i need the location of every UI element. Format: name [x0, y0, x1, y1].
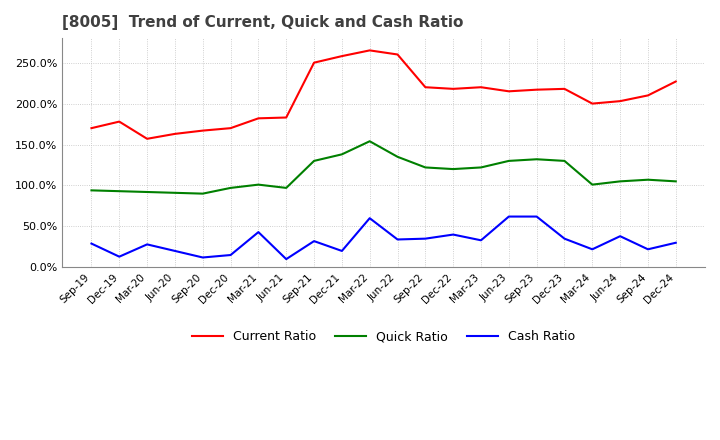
Quick Ratio — [254, 182, 263, 187]
Quick Ratio — [616, 179, 624, 184]
Current Ratio — [254, 116, 263, 121]
Quick Ratio — [672, 179, 680, 184]
Cash Ratio — [393, 237, 402, 242]
Cash Ratio — [365, 216, 374, 221]
Current Ratio — [393, 52, 402, 57]
Quick Ratio — [365, 139, 374, 144]
Current Ratio — [505, 89, 513, 94]
Cash Ratio — [254, 230, 263, 235]
Quick Ratio — [449, 166, 457, 172]
Cash Ratio — [449, 232, 457, 237]
Quick Ratio — [532, 157, 541, 162]
Current Ratio — [560, 86, 569, 92]
Cash Ratio — [171, 248, 179, 253]
Cash Ratio — [616, 234, 624, 239]
Cash Ratio — [672, 240, 680, 246]
Cash Ratio — [421, 236, 430, 241]
Cash Ratio — [338, 248, 346, 253]
Cash Ratio — [310, 238, 318, 244]
Cash Ratio — [477, 238, 485, 243]
Current Ratio — [672, 79, 680, 84]
Quick Ratio — [282, 185, 291, 191]
Text: [8005]  Trend of Current, Quick and Cash Ratio: [8005] Trend of Current, Quick and Cash … — [62, 15, 464, 30]
Current Ratio — [115, 119, 124, 124]
Current Ratio — [616, 99, 624, 104]
Quick Ratio — [505, 158, 513, 164]
Cash Ratio — [505, 214, 513, 219]
Current Ratio — [477, 84, 485, 90]
Cash Ratio — [532, 214, 541, 219]
Cash Ratio — [282, 257, 291, 262]
Current Ratio — [421, 84, 430, 90]
Cash Ratio — [560, 236, 569, 241]
Quick Ratio — [143, 189, 151, 194]
Current Ratio — [532, 87, 541, 92]
Cash Ratio — [199, 255, 207, 260]
Line: Quick Ratio: Quick Ratio — [91, 141, 676, 194]
Current Ratio — [310, 60, 318, 65]
Quick Ratio — [226, 185, 235, 191]
Current Ratio — [171, 131, 179, 136]
Quick Ratio — [393, 154, 402, 159]
Quick Ratio — [588, 182, 597, 187]
Current Ratio — [338, 54, 346, 59]
Current Ratio — [226, 125, 235, 131]
Quick Ratio — [310, 158, 318, 164]
Current Ratio — [365, 48, 374, 53]
Quick Ratio — [338, 152, 346, 157]
Cash Ratio — [644, 247, 652, 252]
Current Ratio — [644, 93, 652, 98]
Quick Ratio — [199, 191, 207, 196]
Cash Ratio — [226, 253, 235, 258]
Quick Ratio — [421, 165, 430, 170]
Line: Cash Ratio: Cash Ratio — [91, 216, 676, 259]
Cash Ratio — [143, 242, 151, 247]
Quick Ratio — [87, 188, 96, 193]
Cash Ratio — [115, 254, 124, 259]
Line: Current Ratio: Current Ratio — [91, 51, 676, 139]
Current Ratio — [143, 136, 151, 141]
Cash Ratio — [87, 241, 96, 246]
Quick Ratio — [171, 190, 179, 195]
Cash Ratio — [588, 247, 597, 252]
Current Ratio — [588, 101, 597, 106]
Legend: Current Ratio, Quick Ratio, Cash Ratio: Current Ratio, Quick Ratio, Cash Ratio — [187, 325, 580, 348]
Quick Ratio — [115, 189, 124, 194]
Quick Ratio — [560, 158, 569, 164]
Current Ratio — [87, 125, 96, 131]
Current Ratio — [199, 128, 207, 133]
Quick Ratio — [477, 165, 485, 170]
Current Ratio — [449, 86, 457, 92]
Quick Ratio — [644, 177, 652, 182]
Current Ratio — [282, 115, 291, 120]
